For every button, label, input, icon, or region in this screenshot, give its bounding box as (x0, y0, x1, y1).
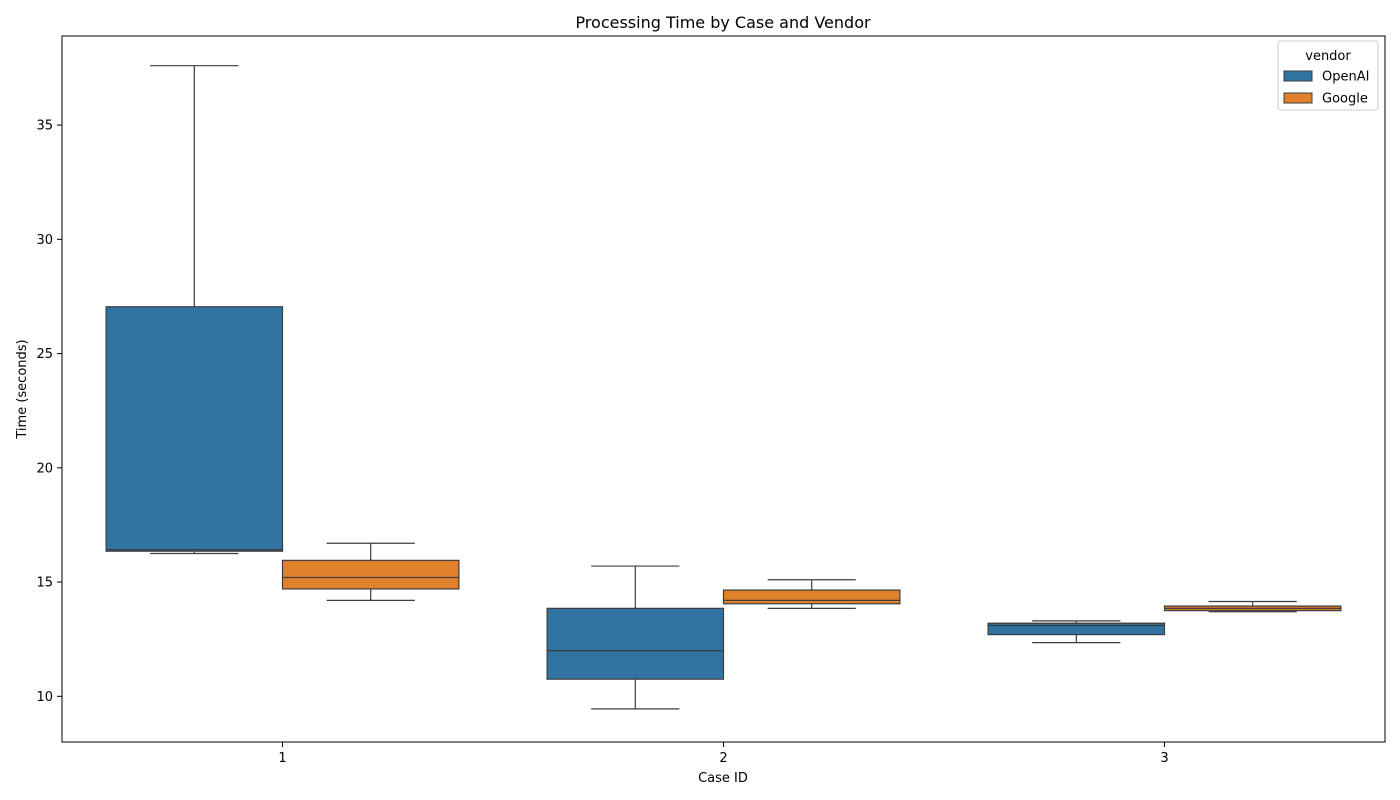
y-tick-label: 25 (36, 347, 53, 362)
legend-title: vendor (1305, 49, 1351, 64)
y-axis-label: Time (seconds) (15, 339, 30, 439)
box (546, 607, 725, 680)
chart-title: Processing Time by Case and Vendor (575, 13, 871, 32)
y-tick-label: 30 (36, 233, 53, 248)
box (987, 622, 1166, 636)
legend-swatch-openai (1283, 70, 1313, 82)
legend-swatch-google (1283, 92, 1313, 104)
legend-entry-openai: OpenAI (1322, 70, 1369, 85)
y-axis: 10 15 20 25 30 35 (36, 119, 62, 705)
box (281, 559, 460, 590)
box-group-google-case-2 (722, 579, 901, 609)
box-group-openai-case-2 (546, 565, 725, 710)
box-plots (105, 65, 1342, 710)
x-tick-label: 2 (719, 751, 727, 766)
box-group-openai-case-1 (105, 65, 284, 555)
y-tick-label: 15 (36, 576, 53, 591)
x-tick-label: 3 (1160, 751, 1168, 766)
box-group-google-case-3 (1163, 600, 1342, 613)
box (722, 589, 901, 605)
y-tick-label: 35 (36, 119, 53, 134)
x-tick-label: 1 (278, 751, 286, 766)
y-tick-label: 20 (36, 461, 53, 476)
box-group-openai-case-3 (987, 620, 1166, 644)
legend: vendor OpenAI Google (1277, 40, 1379, 111)
legend-entry-google: Google (1322, 92, 1368, 107)
box (105, 306, 284, 552)
box-group-google-case-1 (281, 542, 460, 601)
y-tick-label: 10 (36, 690, 53, 705)
x-axis: 1 2 3 (278, 742, 1169, 766)
x-axis-label: Case ID (698, 771, 748, 786)
